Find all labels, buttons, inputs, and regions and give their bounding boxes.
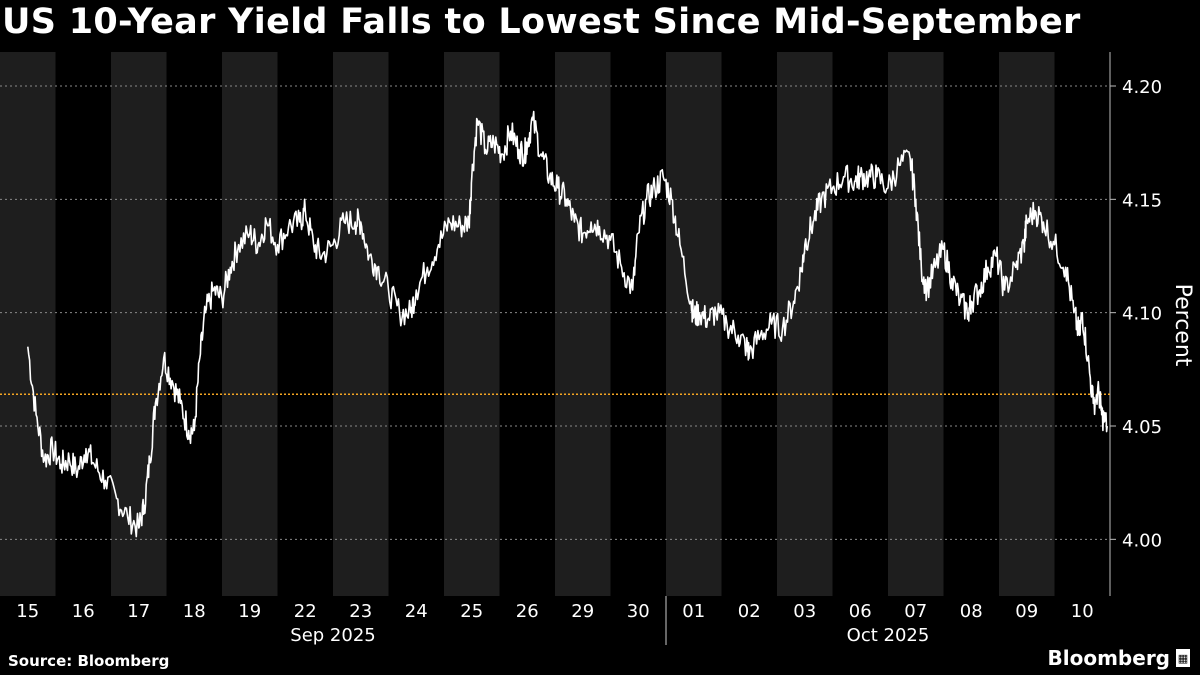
y-tick-label: 4.05	[1122, 417, 1162, 438]
day-band	[222, 52, 278, 596]
y-tick-label: 4.15	[1122, 190, 1162, 211]
x-tick-label: 25	[460, 601, 483, 622]
brand-name: Bloomberg	[1047, 646, 1170, 670]
x-tick-label: 24	[405, 601, 428, 622]
x-tick-label: 02	[738, 601, 761, 622]
day-band	[666, 52, 722, 596]
day-band	[555, 52, 611, 596]
day-band	[888, 52, 944, 596]
x-tick-label: 30	[627, 601, 650, 622]
source-note: Source: Bloomberg	[8, 652, 170, 670]
x-tick-label: 01	[682, 601, 705, 622]
y-tick-label: 4.00	[1122, 530, 1162, 551]
x-tick-label: 22	[294, 601, 317, 622]
x-tick-label: 16	[72, 601, 95, 622]
x-axis: 15 16 17 18 19 22 23 24 25 26 29 30 01 02 03 06 07 08 09 10…	[16, 596, 1094, 646]
y-tick-label: 4.20	[1122, 77, 1162, 98]
chart-title: US 10-Year Yield Falls to Lowest Since M…	[2, 2, 1081, 42]
day-band	[111, 52, 167, 596]
x-tick-label: 08	[960, 601, 983, 622]
x-tick-label: 26	[516, 601, 539, 622]
x-tick-label: 29	[571, 601, 594, 622]
y-axis-label: Percent	[1170, 284, 1195, 367]
month-label: Sep 2025	[290, 625, 375, 646]
bloomberg-terminal-icon: ▦	[1176, 649, 1190, 667]
day-band	[0, 52, 56, 596]
y-axis-ticks: 4.00 4.05 4.10 4.15 4.20	[1110, 77, 1162, 551]
x-tick-label: 06	[849, 601, 872, 622]
x-tick-label: 17	[127, 601, 150, 622]
x-tick-label: 10	[1071, 601, 1094, 622]
month-label: Oct 2025	[847, 625, 930, 646]
y-tick-label: 4.10	[1122, 304, 1162, 325]
x-tick-label: 09	[1015, 601, 1038, 622]
x-tick-label: 15	[16, 601, 39, 622]
x-tick-label: 23	[349, 601, 372, 622]
x-tick-label: 07	[904, 601, 927, 622]
day-band	[444, 52, 500, 596]
x-tick-label: 03	[793, 601, 816, 622]
x-tick-label: 18	[183, 601, 206, 622]
brand-logo: Bloomberg ▦	[1048, 646, 1190, 670]
day-band	[999, 52, 1055, 596]
x-tick-label: 19	[238, 601, 261, 622]
day-band	[333, 52, 389, 596]
series-line-us-10y-yield	[27, 110, 1108, 538]
day-bands	[0, 52, 1055, 596]
